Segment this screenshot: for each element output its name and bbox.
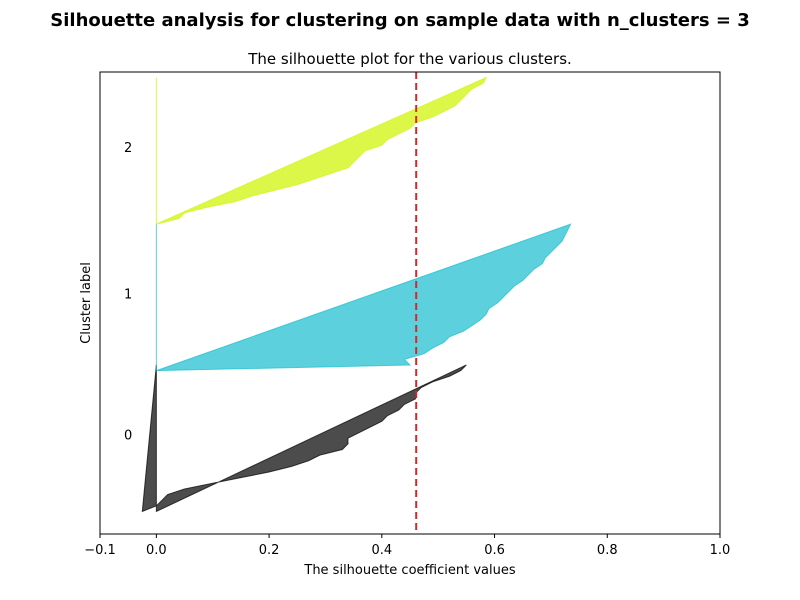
cluster-label-0: 0 — [124, 428, 132, 443]
x-axis-label: The silhouette coefficient values — [303, 563, 515, 578]
cluster-label-2: 2 — [124, 141, 132, 156]
cluster-2-silhouette-band — [155, 76, 488, 225]
x-tick-label: 1.0 — [710, 543, 731, 558]
plot-area — [141, 72, 572, 534]
x-tick-label: 0.4 — [371, 543, 392, 558]
axes-frame — [99, 71, 721, 535]
axes-title: The silhouette plot for the various clus… — [247, 50, 572, 68]
cluster-1-silhouette-band — [155, 223, 572, 372]
cluster-label-1: 1 — [124, 288, 132, 303]
cluster-0-silhouette-band — [141, 364, 467, 513]
x-tick-label: 0.2 — [259, 543, 280, 558]
x-tick-label: 0.6 — [484, 543, 505, 558]
x-axis-ticks: −0.1 0.0 0.2 0.4 0.6 0.8 1.0 — [84, 534, 730, 558]
x-tick-label: 0.8 — [597, 543, 618, 558]
x-tick-label: 0.0 — [146, 543, 167, 558]
y-axis-label: Cluster label — [79, 262, 94, 344]
x-tick-label: −0.1 — [84, 543, 116, 558]
y-axis-cluster-labels: 0 1 2 — [124, 141, 132, 443]
figure-suptitle: Silhouette analysis for clustering on sa… — [50, 10, 750, 31]
